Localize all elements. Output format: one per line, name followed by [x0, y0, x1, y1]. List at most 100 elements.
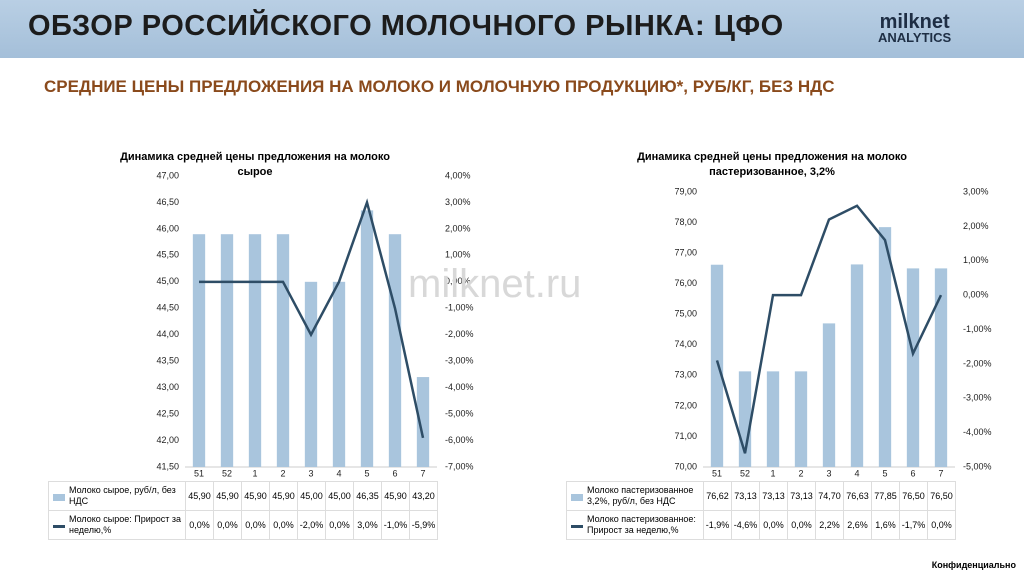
- y-tick-label: 47,00: [156, 170, 179, 180]
- table-value: 73,13: [731, 481, 760, 511]
- y2-tick-label: -6,00%: [445, 435, 474, 445]
- x-tick-label: 6: [392, 468, 397, 478]
- x-tick-label: 4: [854, 468, 859, 478]
- bar: [794, 371, 808, 467]
- table-value: 76,50: [899, 481, 928, 511]
- table-value: 0,0%: [787, 510, 816, 540]
- table-value: 73,13: [787, 481, 816, 511]
- x-tick-label: 52: [222, 468, 232, 478]
- bar: [276, 234, 290, 467]
- table-value: -1,7%: [899, 510, 928, 540]
- y-tick-label: 41,50: [156, 461, 179, 471]
- y2-tick-label: -5,00%: [963, 461, 992, 471]
- y2-tick-label: -2,00%: [963, 358, 992, 368]
- legend-swatch: [53, 525, 65, 528]
- y-tick-label: 74,00: [674, 339, 697, 349]
- logo-name: milknet: [879, 11, 950, 33]
- bar: [304, 281, 318, 467]
- table-value: 76,62: [703, 481, 732, 511]
- chart-title: Динамика средней цены предложения на мол…: [637, 151, 907, 178]
- bar: [248, 234, 262, 467]
- bar: [388, 234, 402, 467]
- bar: [332, 281, 346, 467]
- y-tick-label: 43,00: [156, 382, 179, 392]
- y-tick-label: 78,00: [674, 217, 697, 227]
- x-tick-label: 6: [910, 468, 915, 478]
- table-value: 43,20: [409, 481, 438, 511]
- slide-title: ОБЗОР РОССИЙСКОГО МОЛОЧНОГО РЫНКА: ЦФО: [28, 10, 784, 42]
- table-value: -1,0%: [381, 510, 410, 540]
- table-row: Молоко сырое, руб/л, без НДС 45,90 45,90 45…: [48, 481, 438, 511]
- table-value: 45,00: [325, 481, 354, 511]
- bar: [906, 268, 920, 467]
- data-table: Молоко сырое, руб/л, без НДС 45,90 45,90 45…: [48, 481, 438, 540]
- y2-tick-label: -4,00%: [445, 382, 474, 392]
- legend-swatch: [571, 494, 583, 501]
- y2-tick-label: 3,00%: [445, 197, 471, 207]
- y2-tick-label: -3,00%: [445, 356, 474, 366]
- table-value: 45,90: [213, 481, 242, 511]
- table-value: 0,0%: [759, 510, 788, 540]
- y-tick-label: 42,00: [156, 435, 179, 445]
- x-tick-label: 1: [252, 468, 257, 478]
- table-value: 0,0%: [325, 510, 354, 540]
- y2-tick-label: 1,00%: [963, 255, 989, 265]
- y-tick-label: 45,00: [156, 276, 179, 286]
- y2-tick-label: -1,00%: [445, 303, 474, 313]
- y2-tick-label: -1,00%: [963, 324, 992, 334]
- data-table: Молоко пастеризованное 3,2%, руб/л, без …: [566, 481, 956, 540]
- x-tick-label: 52: [740, 468, 750, 478]
- y-tick-label: 73,00: [674, 370, 697, 380]
- y2-tick-label: -3,00%: [963, 393, 992, 403]
- table-value: 0,0%: [213, 510, 242, 540]
- table-value: 46,35: [353, 481, 382, 511]
- table-row: Молоко сырое: Прирост за неделю,% 0,0% 0,0…: [48, 510, 438, 540]
- y2-tick-label: 2,00%: [963, 221, 989, 231]
- y2-tick-label: 2,00%: [445, 223, 471, 233]
- table-value: 76,63: [843, 481, 872, 511]
- table-value: -5,9%: [409, 510, 438, 540]
- y-tick-label: 42,50: [156, 408, 179, 418]
- x-tick-label: 7: [420, 468, 425, 478]
- watermark: milknet.ru: [408, 262, 582, 306]
- table-value: 0,0%: [185, 510, 214, 540]
- x-tick-label: 5: [364, 468, 369, 478]
- bar: [850, 264, 864, 467]
- table-value: 0,0%: [241, 510, 270, 540]
- legend-label: Молоко сырое: Прирост за неделю,%: [48, 510, 186, 540]
- table-row: Молоко пастеризованное: Прирост за недел…: [566, 510, 956, 540]
- y-tick-label: 44,00: [156, 329, 179, 339]
- table-row: Молоко пастеризованное 3,2%, руб/л, без …: [566, 481, 956, 511]
- x-tick-label: 51: [712, 468, 722, 478]
- table-value: -4,6%: [731, 510, 760, 540]
- y2-tick-label: 1,00%: [445, 250, 471, 260]
- table-value: -2,0%: [297, 510, 326, 540]
- y-tick-label: 45,50: [156, 250, 179, 260]
- y2-tick-label: -4,00%: [963, 427, 992, 437]
- legend-text: Молоко сырое: Прирост за неделю,%: [69, 514, 182, 535]
- legend-text: Молоко пастеризованное: Прирост за недел…: [587, 514, 696, 535]
- subtitle: СРЕДНИЕ ЦЕНЫ ПРЕДЛОЖЕНИЯ НА МОЛОКО И МОЛ…: [44, 77, 835, 96]
- table-value: 76,50: [927, 481, 956, 511]
- y2-tick-label: 0,00%: [445, 276, 471, 286]
- x-tick-label: 51: [194, 468, 204, 478]
- table-value: 3,0%: [353, 510, 382, 540]
- table-value: 0,0%: [927, 510, 956, 540]
- legend-label: Молоко пастеризованное 3,2%, руб/л, без …: [566, 481, 704, 511]
- legend-swatch: [571, 525, 583, 528]
- table-value: 45,90: [185, 481, 214, 511]
- footer: Конфиденциально: [931, 560, 1016, 570]
- bar: [710, 264, 724, 467]
- table-value: 45,90: [241, 481, 270, 511]
- table-value: 45,90: [381, 481, 410, 511]
- line: [199, 198, 425, 439]
- bar: [766, 371, 780, 467]
- y2-tick-label: -7,00%: [445, 461, 474, 471]
- y-tick-label: 46,00: [156, 223, 179, 233]
- table-value: 2,2%: [815, 510, 844, 540]
- x-tick-label: 2: [280, 468, 285, 478]
- x-tick-label: 5: [882, 468, 887, 478]
- chart-title: Динамика средней цены предложения на мол…: [120, 151, 390, 178]
